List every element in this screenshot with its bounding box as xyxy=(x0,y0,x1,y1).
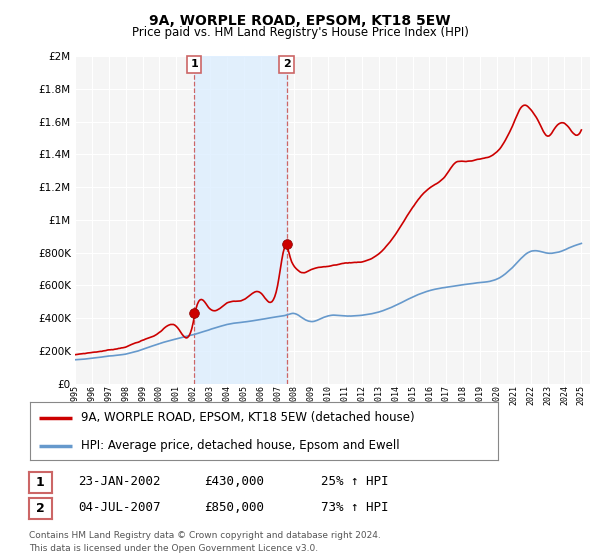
Text: £430,000: £430,000 xyxy=(204,475,264,488)
Text: This data is licensed under the Open Government Licence v3.0.: This data is licensed under the Open Gov… xyxy=(29,544,318,553)
Text: Contains HM Land Registry data © Crown copyright and database right 2024.: Contains HM Land Registry data © Crown c… xyxy=(29,531,380,540)
Text: 9A, WORPLE ROAD, EPSOM, KT18 5EW: 9A, WORPLE ROAD, EPSOM, KT18 5EW xyxy=(149,14,451,28)
Text: 1: 1 xyxy=(36,475,44,489)
Text: 23-JAN-2002: 23-JAN-2002 xyxy=(78,475,161,488)
Text: £850,000: £850,000 xyxy=(204,501,264,515)
Text: Price paid vs. HM Land Registry's House Price Index (HPI): Price paid vs. HM Land Registry's House … xyxy=(131,26,469,39)
Text: 73% ↑ HPI: 73% ↑ HPI xyxy=(321,501,389,515)
Text: 2: 2 xyxy=(36,502,44,515)
Text: HPI: Average price, detached house, Epsom and Ewell: HPI: Average price, detached house, Epso… xyxy=(82,439,400,452)
Text: 9A, WORPLE ROAD, EPSOM, KT18 5EW (detached house): 9A, WORPLE ROAD, EPSOM, KT18 5EW (detach… xyxy=(82,412,415,424)
Text: 04-JUL-2007: 04-JUL-2007 xyxy=(78,501,161,515)
Bar xyxy=(194,56,287,384)
Text: 1: 1 xyxy=(190,59,198,69)
Text: 25% ↑ HPI: 25% ↑ HPI xyxy=(321,475,389,488)
Text: 2: 2 xyxy=(283,59,290,69)
